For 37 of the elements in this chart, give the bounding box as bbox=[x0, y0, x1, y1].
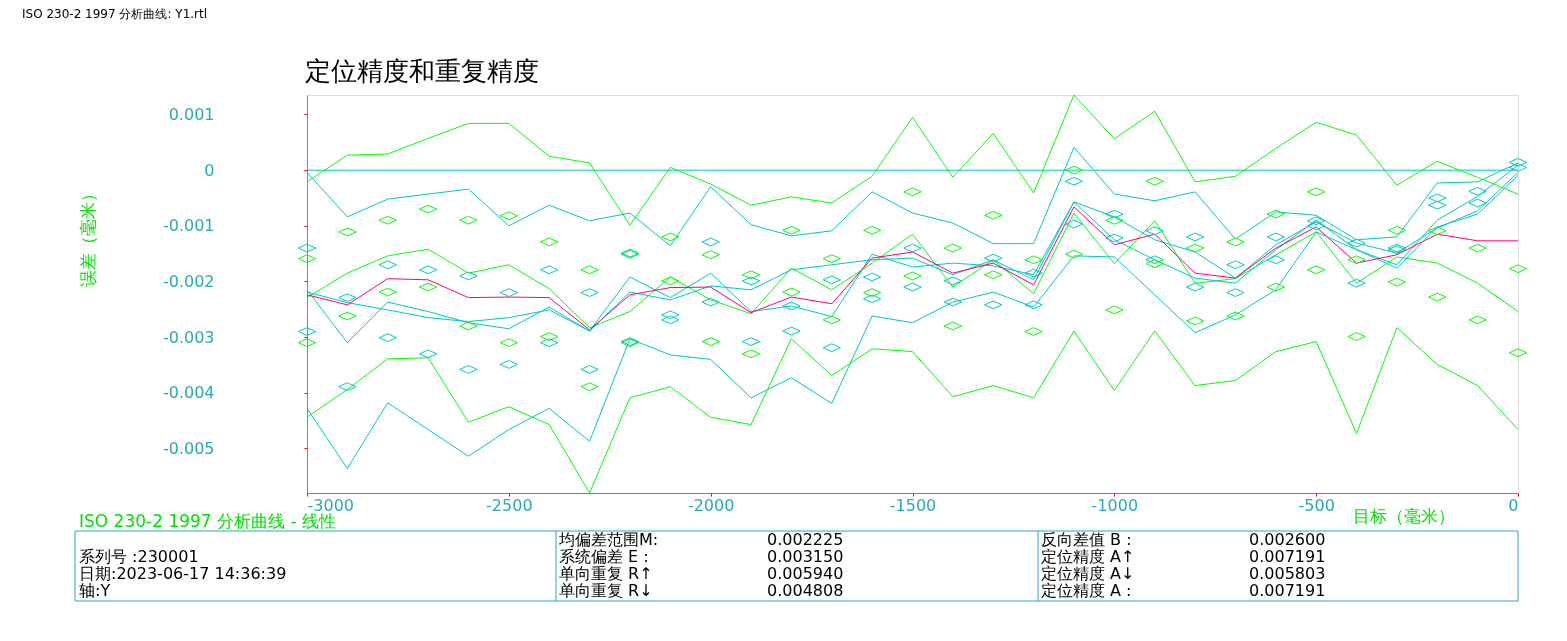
text: 0.007191 bbox=[1249, 581, 1326, 600]
text: 轴:Y bbox=[79, 581, 111, 600]
text: 均偏差范围M: bbox=[558, 530, 659, 549]
y-axis-title: 误差（毫米） bbox=[77, 184, 98, 287]
text: 单向重复 R↑ bbox=[559, 564, 653, 583]
text: 单向重复 R↓ bbox=[559, 581, 653, 600]
y-tick-label: 0 bbox=[204, 160, 215, 180]
text: 0.002225 bbox=[767, 530, 844, 549]
text: 日期:2023-06-17 14:36:39 bbox=[79, 564, 287, 583]
chart-title: 定位精度和重复精度 bbox=[305, 56, 539, 86]
y-tick-label: -0.004 bbox=[162, 383, 215, 403]
x-tick-label: -1000 bbox=[1091, 495, 1139, 515]
text: 0.007191 bbox=[1249, 547, 1326, 566]
text: 系列号 :230001 bbox=[79, 547, 199, 566]
x-tick-label: -2000 bbox=[687, 495, 735, 515]
y-tick-label: 0.001 bbox=[168, 104, 215, 124]
text: 0.002600 bbox=[1249, 530, 1326, 549]
text: 反向差值 B : bbox=[1041, 530, 1132, 549]
text: 系统偏差 E : bbox=[559, 547, 649, 566]
y-tick-label: -0.002 bbox=[162, 271, 215, 291]
text: ISO 230-2 1997 分析曲线: Y1.rtl bbox=[22, 7, 208, 21]
text: 0.003150 bbox=[767, 547, 844, 566]
x-tick-label: -2500 bbox=[486, 495, 533, 515]
y-tick-label: -0.005 bbox=[162, 438, 215, 458]
text: 0.004808 bbox=[767, 581, 844, 600]
text: 定位精度 A↓ bbox=[1041, 564, 1135, 583]
text: 定位精度 A : bbox=[1041, 581, 1132, 600]
x-tick-label: 0 bbox=[1508, 495, 1519, 515]
x-tick-label: -1500 bbox=[889, 495, 937, 515]
y-tick-label: -0.003 bbox=[162, 327, 215, 347]
text: ISO 230-2 1997 分析曲线 - 线性 bbox=[79, 511, 337, 531]
text: 定位精度 A↑ bbox=[1041, 547, 1135, 566]
text: 0.005940 bbox=[767, 564, 844, 583]
x-tick-label: -500 bbox=[1298, 495, 1335, 515]
y-tick-label: -0.001 bbox=[162, 216, 215, 236]
x-axis-title: 目标（毫米） bbox=[1352, 505, 1455, 526]
text: 0.005803 bbox=[1249, 564, 1326, 583]
